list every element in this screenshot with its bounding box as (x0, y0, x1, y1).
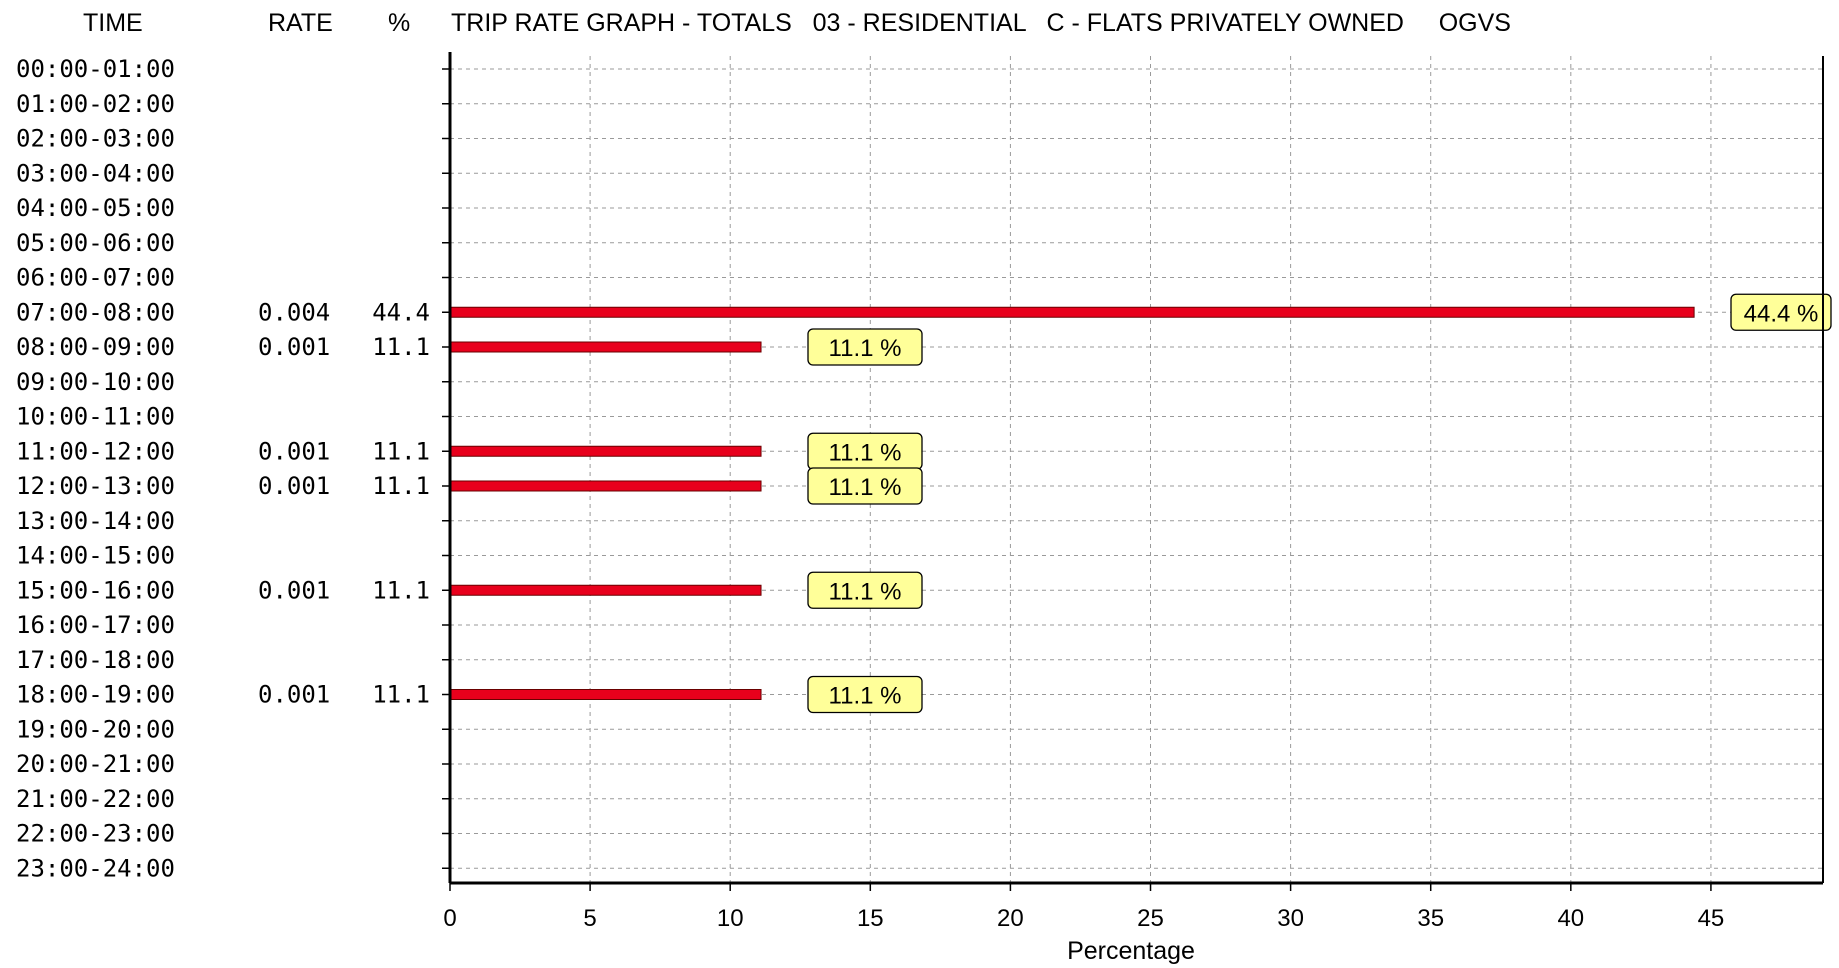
time-label: 00:00-01:00 (16, 55, 175, 83)
rate-value: 0.001 (258, 437, 330, 465)
rate-value: 0.001 (258, 576, 330, 604)
data-label-box (807, 675, 923, 714)
time-label: 11:00-12:00 (16, 437, 175, 465)
time-label: 20:00-21:00 (16, 750, 175, 778)
x-tick-label: 5 (583, 905, 596, 932)
time-label: 21:00-22:00 (16, 785, 175, 813)
data-label-text: 11.1 % (829, 439, 902, 466)
percent-value: 11.1 (372, 437, 430, 465)
data-label-text: 11.1 % (829, 474, 902, 501)
bar-15:00-16:00 (449, 584, 762, 596)
time-label: 02:00-03:00 (16, 125, 175, 153)
x-axis-label: Percentage (1067, 937, 1195, 965)
x-tick-label: 10 (717, 905, 744, 932)
rate-value: 0.001 (258, 472, 330, 500)
x-tick-label: 30 (1277, 905, 1304, 932)
rate-column-header: RATE (268, 9, 333, 37)
time-label: 16:00-17:00 (16, 611, 175, 639)
time-label: 22:00-23:00 (16, 820, 175, 848)
x-tick-label: 0 (443, 905, 456, 932)
time-label: 07:00-08:00 (16, 298, 175, 326)
time-label: 23:00-24:00 (16, 854, 175, 882)
x-tick-label: 20 (997, 905, 1024, 932)
rate-value: 0.004 (258, 298, 330, 326)
data-label-box (807, 467, 923, 505)
x-tick-label: 45 (1698, 905, 1725, 932)
time-label: 05:00-06:00 (16, 229, 175, 257)
time-label: 06:00-07:00 (16, 264, 175, 292)
axes (442, 52, 1824, 891)
bar-18:00-19:00 (449, 689, 762, 700)
rate-value: 0.001 (258, 333, 330, 361)
time-label: 03:00-04:00 (16, 159, 175, 187)
percent-value: 11.1 (372, 576, 430, 604)
bar-11:00-12:00 (449, 445, 762, 457)
rate-value: 0.001 (258, 681, 330, 709)
data-label-box (807, 328, 923, 366)
time-label: 08:00-09:00 (16, 333, 175, 361)
time-label: 15:00-16:00 (16, 576, 175, 604)
bar-12:00-13:00 (449, 480, 762, 492)
time-label: 09:00-10:00 (16, 368, 175, 396)
percent-value: 11.1 (372, 333, 430, 361)
data-label-text: 11.1 % (829, 578, 902, 605)
x-tick-label: 15 (857, 905, 884, 932)
time-label: 18:00-19:00 (16, 681, 175, 709)
x-tick-label: 40 (1557, 905, 1584, 932)
data-labels: 44.4 % 11.1 % 11.1 % 11.1 % 11.1 % 11.1 % (807, 293, 1832, 714)
time-label: 01:00-02:00 (16, 90, 175, 118)
data-label-text: 11.1 % (829, 683, 902, 710)
time-column-header: TIME (83, 9, 143, 37)
percent-value: 11.1 (372, 472, 430, 500)
bars (449, 306, 1695, 700)
percent-value: 44.4 (372, 298, 430, 326)
time-label: 12:00-13:00 (16, 472, 175, 500)
percent-column-header: % (388, 9, 410, 37)
time-label: 13:00-14:00 (16, 507, 175, 535)
data-label-box (807, 571, 923, 609)
time-label: 10:00-11:00 (16, 403, 175, 431)
percent-value: 11.1 (372, 681, 430, 709)
data-label-box (1730, 293, 1832, 331)
chart-title: TRIP RATE GRAPH - TOTALS 03 - RESIDENTIA… (451, 9, 1511, 37)
data-label-text: 44.4 % (1744, 300, 1819, 327)
x-tick-label: 25 (1137, 905, 1164, 932)
row-labels: 00:00-01:00 01:00-02:00 02:00-03:00 03:00-0… (16, 55, 430, 882)
bar-08:00-09:00 (449, 341, 762, 353)
time-label: 14:00-15:00 (16, 542, 175, 570)
data-label-text: 11.1 % (829, 335, 902, 362)
time-label: 19:00-20:00 (16, 715, 175, 743)
x-tick-labels: 0 5 10 15 20 25 30 35 40 45 (443, 905, 1724, 932)
x-tick-label: 35 (1417, 905, 1444, 932)
grid-lines (450, 56, 1823, 883)
bar-07:00-08:00 (449, 306, 1695, 318)
time-label: 04:00-05:00 (16, 194, 175, 222)
time-label: 17:00-18:00 (16, 646, 175, 674)
